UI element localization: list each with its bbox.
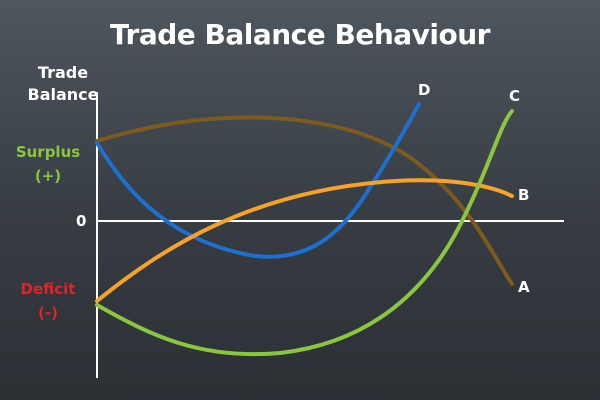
surplus-label: Surplus (+) [10, 140, 86, 188]
deficit-label-line2: (-) [38, 304, 58, 322]
curve-c-label: C [509, 87, 521, 105]
surplus-label-line1: Surplus [15, 143, 81, 161]
curve-a-label: A [518, 278, 530, 296]
curve-c-line [95, 109, 514, 357]
y-axis-label-line1: Trade [37, 63, 89, 82]
curve-b-line [95, 178, 514, 303]
y-axis-label: Trade Balance [18, 62, 108, 106]
zero-label: 0 [76, 212, 87, 230]
deficit-label-line1: Deficit [20, 280, 76, 298]
curve-d-line [95, 102, 421, 259]
diagram-title: Trade Balance Behaviour [110, 18, 491, 51]
curve-b-label: B [518, 186, 530, 204]
surplus-label-line2: (+) [34, 167, 62, 185]
deficit-label: Deficit (-) [10, 277, 86, 325]
y-axis-label-line2: Balance [27, 85, 99, 104]
curve-d-label: D [418, 81, 431, 99]
curve-a-line [95, 115, 514, 286]
